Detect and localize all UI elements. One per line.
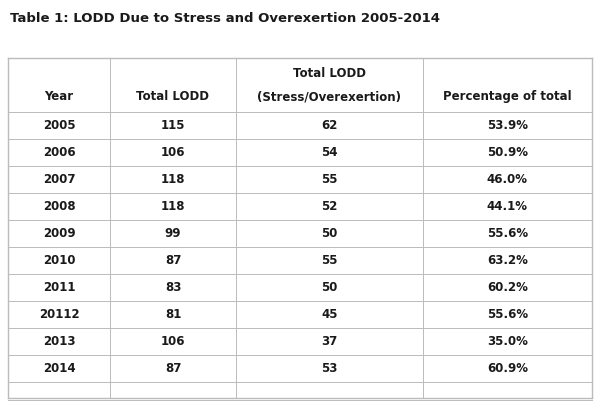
Text: 2006: 2006 bbox=[43, 146, 76, 159]
Text: 106: 106 bbox=[161, 335, 185, 348]
Text: 2009: 2009 bbox=[43, 227, 76, 240]
Text: 2007: 2007 bbox=[43, 173, 76, 186]
Text: 106: 106 bbox=[161, 146, 185, 159]
Text: 46.0%: 46.0% bbox=[487, 173, 528, 186]
Text: 54: 54 bbox=[321, 146, 337, 159]
Text: 2011: 2011 bbox=[43, 281, 76, 294]
Text: 37: 37 bbox=[321, 335, 337, 348]
Text: 87: 87 bbox=[165, 362, 181, 375]
Text: 99: 99 bbox=[165, 227, 181, 240]
Text: 52: 52 bbox=[321, 200, 337, 213]
Text: 2008: 2008 bbox=[43, 200, 76, 213]
Text: Total LODD: Total LODD bbox=[136, 90, 209, 103]
Text: Total LODD: Total LODD bbox=[293, 66, 366, 80]
Text: 87: 87 bbox=[165, 254, 181, 267]
Text: 55: 55 bbox=[321, 173, 337, 186]
Text: 83: 83 bbox=[165, 281, 181, 294]
Text: 55.6%: 55.6% bbox=[487, 308, 528, 321]
Text: Table 1: LODD Due to Stress and Overexertion 2005-2014: Table 1: LODD Due to Stress and Overexer… bbox=[10, 12, 440, 25]
Text: 44.1%: 44.1% bbox=[487, 200, 528, 213]
Text: 60.9%: 60.9% bbox=[487, 362, 528, 375]
Text: 50: 50 bbox=[321, 281, 337, 294]
Text: 55.6%: 55.6% bbox=[487, 227, 528, 240]
Text: 2013: 2013 bbox=[43, 335, 76, 348]
Text: 2010: 2010 bbox=[43, 254, 76, 267]
Text: 35.0%: 35.0% bbox=[487, 335, 528, 348]
Text: 20112: 20112 bbox=[39, 308, 79, 321]
Text: 45: 45 bbox=[321, 308, 337, 321]
Text: 55: 55 bbox=[321, 254, 337, 267]
Text: (Stress/Overexertion): (Stress/Overexertion) bbox=[257, 90, 401, 103]
Text: 63.2%: 63.2% bbox=[487, 254, 528, 267]
Text: 50: 50 bbox=[321, 227, 337, 240]
Text: Year: Year bbox=[44, 90, 74, 103]
Text: 2005: 2005 bbox=[43, 119, 76, 132]
Text: 62: 62 bbox=[321, 119, 337, 132]
Text: 118: 118 bbox=[161, 173, 185, 186]
Text: 50.9%: 50.9% bbox=[487, 146, 528, 159]
Text: 60.2%: 60.2% bbox=[487, 281, 528, 294]
Text: 2014: 2014 bbox=[43, 362, 76, 375]
Text: 118: 118 bbox=[161, 200, 185, 213]
Text: 115: 115 bbox=[161, 119, 185, 132]
Text: Percentage of total: Percentage of total bbox=[443, 90, 572, 103]
Text: 53: 53 bbox=[321, 362, 337, 375]
Text: 53.9%: 53.9% bbox=[487, 119, 528, 132]
Text: 81: 81 bbox=[165, 308, 181, 321]
